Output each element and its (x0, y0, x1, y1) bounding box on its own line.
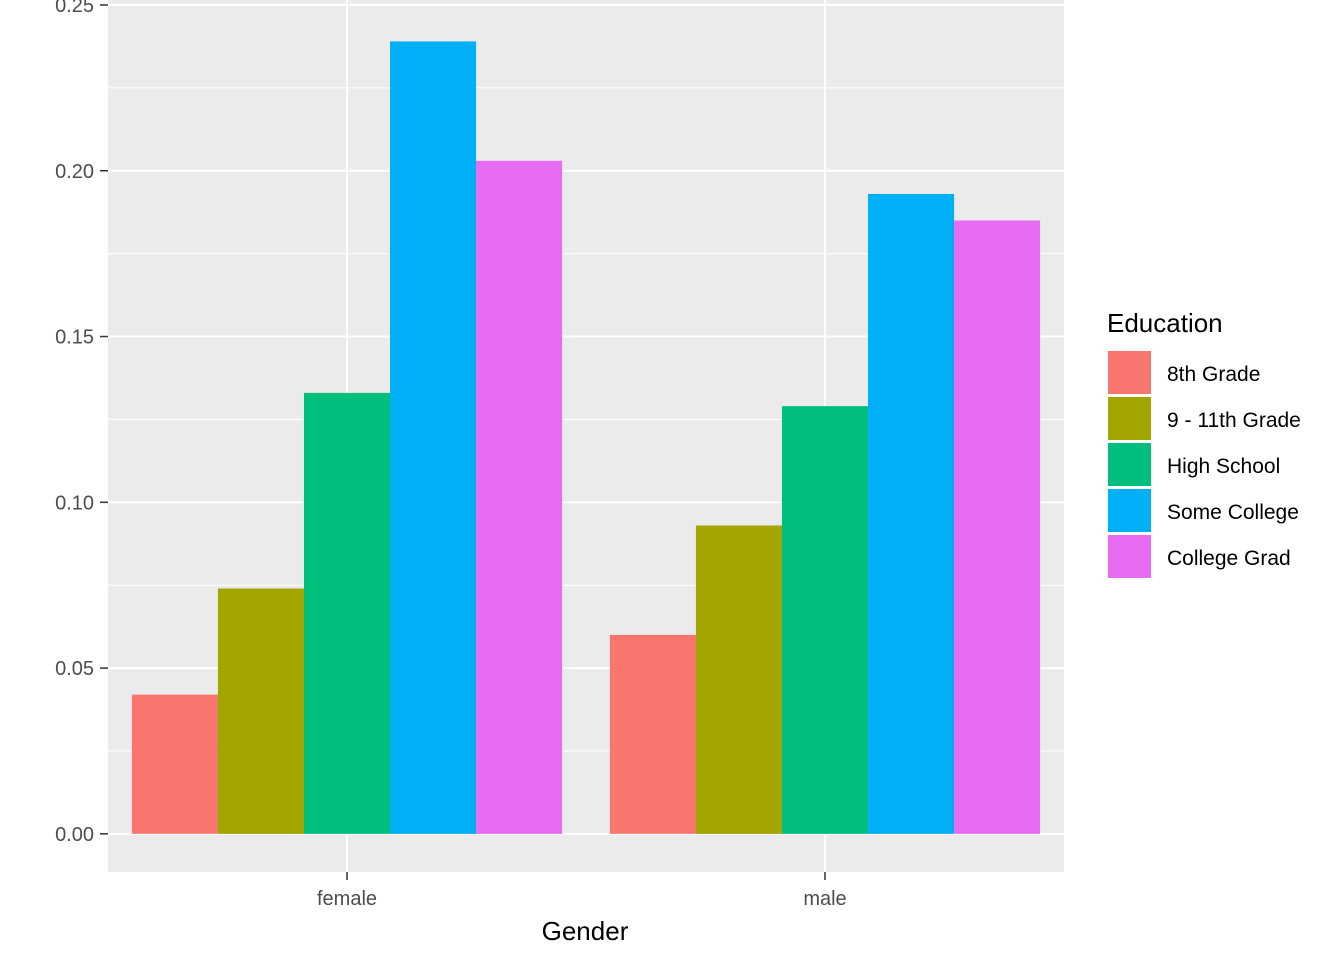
bar-female-some-college (390, 41, 477, 834)
x-tick-label: male (803, 888, 846, 910)
x-axis-title: Gender (542, 916, 629, 946)
legend: Education 8th Grade 9 - 11th Grade High Sc… (1107, 308, 1301, 578)
y-tick-label: 0.05 (55, 658, 94, 680)
bar-male-college-grad (954, 220, 1041, 834)
bar-male-9-11th-grade (695, 525, 782, 834)
y-tick-label: 0.20 (55, 161, 94, 183)
legend-label: High School (1167, 455, 1280, 478)
y-tick-label: 0.25 (55, 0, 94, 17)
bar-female-high-school (303, 392, 391, 834)
legend-key-college-grad (1108, 535, 1151, 578)
y-tick-label: 0.15 (55, 327, 94, 349)
x-tick-label: female (317, 888, 377, 910)
bar-female-8th-grade (131, 694, 218, 834)
legend-label: 9 - 11th Grade (1167, 409, 1301, 432)
legend-title: Education (1107, 308, 1223, 338)
legend-label: 8th Grade (1167, 363, 1260, 386)
y-tick-label: 0.10 (55, 492, 94, 514)
bar-female-9-11th-grade (217, 588, 304, 834)
bar-male-some-college (868, 193, 955, 834)
y-axis: 0.00 0.05 0.10 0.15 0.20 0.25 (55, 0, 108, 846)
legend-key-8th-grade (1108, 351, 1151, 394)
y-tick-label: 0.00 (55, 824, 94, 846)
bar-female-college-grad (476, 160, 563, 834)
legend-label: College Grad (1167, 547, 1291, 570)
legend-label: Some College (1167, 501, 1299, 524)
legend-key-high-school (1108, 443, 1151, 486)
legend-key-some-college (1108, 489, 1151, 532)
x-axis: female male (317, 872, 847, 910)
bars (131, 41, 1041, 834)
legend-key-9-11th-grade (1108, 397, 1151, 440)
bar-male-high-school (781, 406, 869, 834)
bar-male-8th-grade (609, 634, 696, 834)
